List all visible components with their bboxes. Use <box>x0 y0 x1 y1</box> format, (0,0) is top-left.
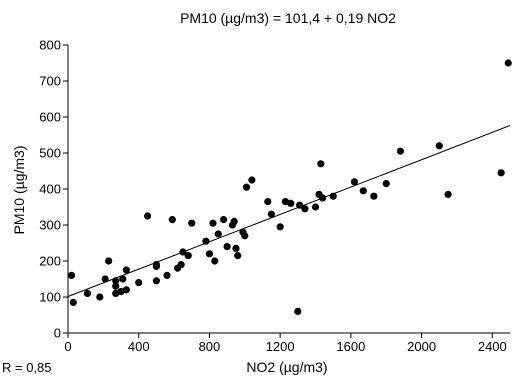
data-point <box>264 198 272 206</box>
x-tick-label: 2400 <box>478 339 507 354</box>
y-tick-label: 700 <box>39 74 61 89</box>
y-tick-label: 300 <box>39 218 61 233</box>
data-point <box>241 232 249 240</box>
data-point <box>267 210 275 218</box>
y-ticks: 0 100 200 300 400 500 600 700 800 <box>39 38 68 341</box>
data-point <box>232 244 240 252</box>
data-point <box>287 199 295 207</box>
y-axis-label: PM10 (µg/m3) <box>11 146 27 235</box>
y-tick-label: 100 <box>39 290 61 305</box>
data-point <box>223 243 231 251</box>
data-point <box>211 257 219 265</box>
data-point <box>497 169 505 177</box>
data-point <box>350 178 359 186</box>
data-point <box>248 176 256 184</box>
regression-line <box>67 125 511 297</box>
x-tick-label: 800 <box>199 339 221 354</box>
chart-title: PM10 (µg/m3) = 101,4 + 0,19 NO2 <box>180 10 396 26</box>
data-point <box>105 257 113 265</box>
data-point <box>112 282 120 290</box>
data-point <box>177 261 185 269</box>
data-point <box>294 307 302 315</box>
data-point <box>311 203 320 211</box>
y-tick-label: 400 <box>39 182 61 197</box>
data-points <box>67 59 512 315</box>
data-point <box>242 183 251 191</box>
data-point <box>276 223 284 231</box>
data-point <box>234 252 242 260</box>
axes <box>67 45 510 334</box>
data-point <box>301 205 309 213</box>
data-point <box>122 286 130 294</box>
data-point <box>184 252 192 260</box>
x-axis-label: NO2 (µg/m3) <box>246 359 327 375</box>
x-tick-label: 400 <box>128 339 150 354</box>
data-point <box>188 219 196 227</box>
data-point <box>135 279 143 287</box>
data-point <box>444 190 452 198</box>
data-point <box>214 230 222 238</box>
y-tick-label: 500 <box>39 146 61 161</box>
x-tick-label: 2000 <box>407 339 436 354</box>
data-point <box>122 266 130 274</box>
data-point <box>83 289 92 297</box>
data-point <box>359 187 367 195</box>
data-point <box>396 147 404 155</box>
x-tick-label: 1600 <box>336 339 365 354</box>
data-point <box>317 160 325 168</box>
data-point <box>143 212 152 220</box>
data-point <box>96 293 104 301</box>
data-point <box>504 59 512 67</box>
x-tick-label: 0 <box>64 339 71 354</box>
data-point <box>230 217 238 225</box>
data-point <box>152 277 160 285</box>
x-ticks: 0 400 800 1200 1600 2000 2400 <box>64 333 507 354</box>
data-point <box>69 298 77 306</box>
data-point <box>101 275 109 283</box>
data-point <box>163 271 171 279</box>
correlation-annotation: R = 0,85 <box>2 360 52 375</box>
data-point <box>435 142 443 150</box>
x-tick-label: 1200 <box>266 339 295 354</box>
y-tick-label: 200 <box>39 254 61 269</box>
data-point <box>382 180 390 188</box>
data-point <box>119 275 127 283</box>
data-point <box>67 271 76 279</box>
data-point <box>219 216 228 224</box>
data-point <box>209 219 217 227</box>
data-point <box>296 201 304 209</box>
data-point <box>168 216 176 224</box>
y-tick-label: 0 <box>54 326 61 341</box>
y-tick-label: 800 <box>39 38 61 53</box>
y-tick-label: 600 <box>39 110 61 125</box>
data-point <box>370 192 378 200</box>
data-point <box>205 250 214 258</box>
data-point <box>202 237 210 245</box>
